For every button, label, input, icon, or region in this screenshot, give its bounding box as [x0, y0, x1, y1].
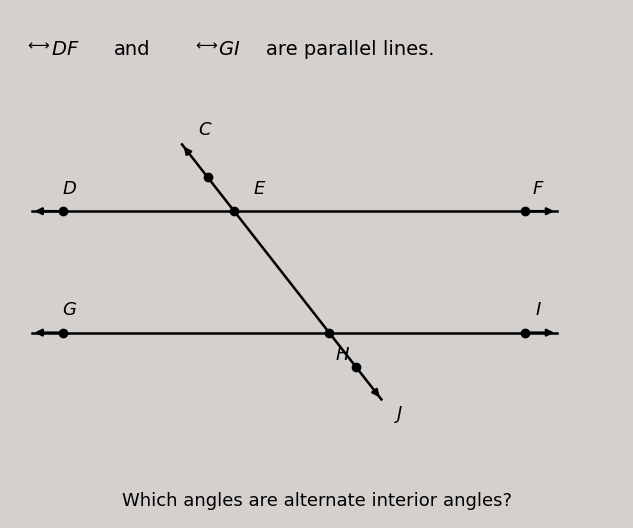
Text: F: F — [533, 180, 543, 198]
Text: and: and — [114, 40, 151, 59]
Text: $\it{DF}$: $\it{DF}$ — [51, 40, 79, 59]
Text: I: I — [536, 301, 541, 319]
Text: $\longleftrightarrow$: $\longleftrightarrow$ — [25, 37, 51, 52]
Text: Which angles are alternate interior angles?: Which angles are alternate interior angl… — [122, 492, 511, 510]
Text: J: J — [398, 404, 403, 423]
Text: are parallel lines.: are parallel lines. — [266, 40, 434, 59]
Text: C: C — [197, 121, 210, 139]
Text: D: D — [63, 180, 77, 198]
Text: H: H — [335, 346, 349, 364]
Text: $\longleftrightarrow$: $\longleftrightarrow$ — [193, 37, 219, 52]
Text: G: G — [63, 301, 77, 319]
Text: E: E — [253, 180, 265, 198]
Text: $\it{GI}$: $\it{GI}$ — [218, 40, 241, 59]
